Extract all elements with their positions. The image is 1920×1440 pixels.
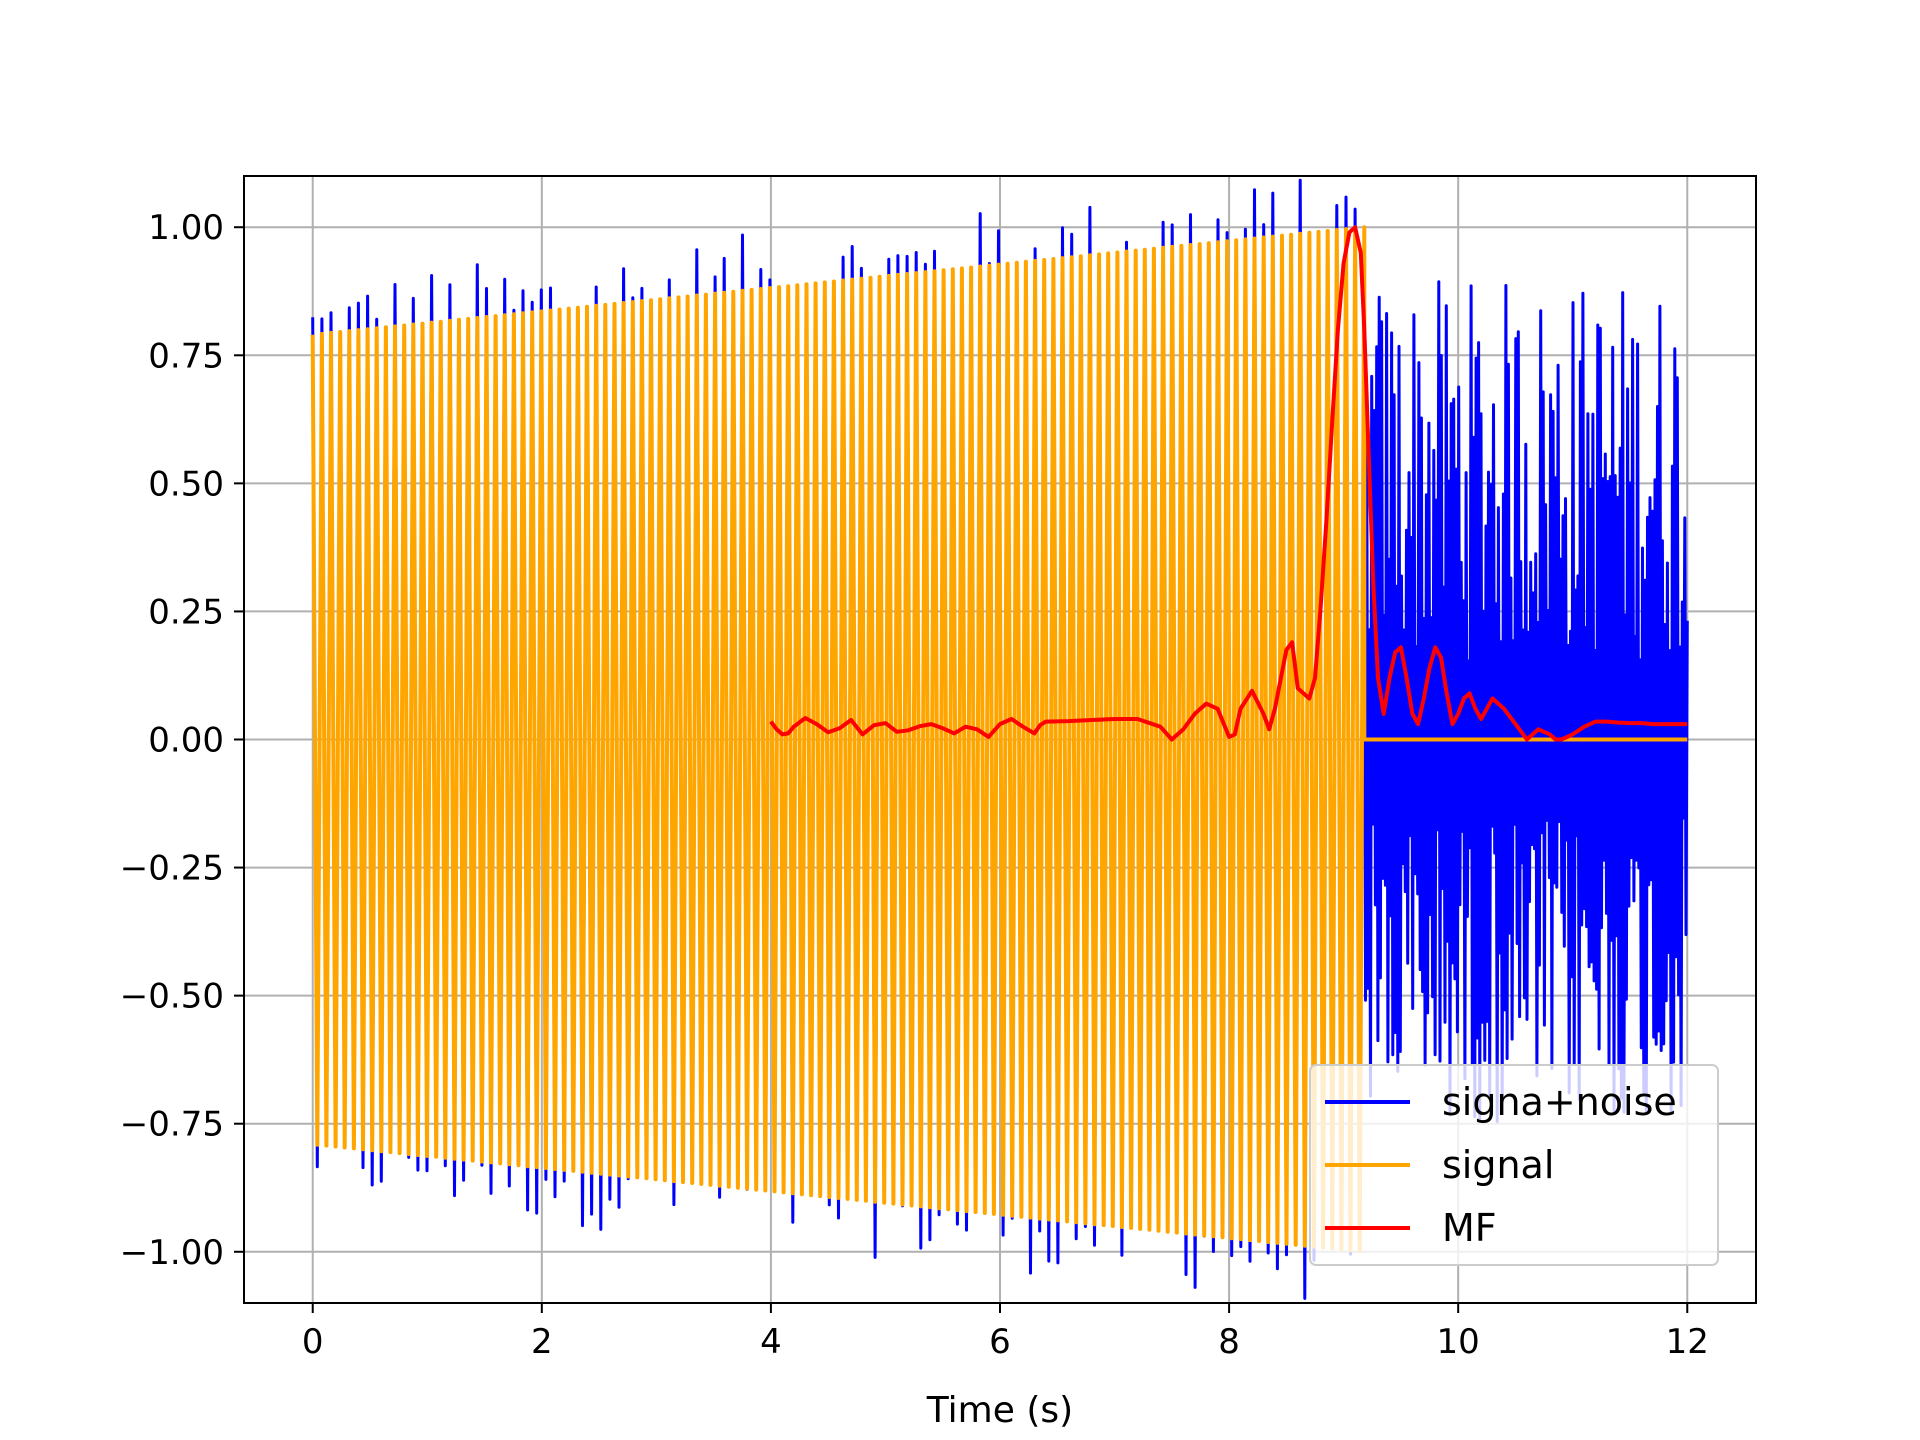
y-tick-label: 1.00 bbox=[148, 208, 224, 248]
x-tick-label: 4 bbox=[760, 1322, 782, 1362]
series-line-mf bbox=[769, 225, 1688, 742]
y-tick-label: −0.75 bbox=[120, 1105, 224, 1145]
legend-label: signa+noise bbox=[1442, 1080, 1677, 1124]
y-tick-label: 0.75 bbox=[148, 336, 224, 376]
legend-label: signal bbox=[1442, 1143, 1554, 1187]
y-tick-label: 0.00 bbox=[148, 721, 224, 761]
y-tick-label: 0.50 bbox=[148, 464, 224, 504]
y-tick-label: 0.25 bbox=[148, 592, 224, 632]
legend-box bbox=[1309, 1064, 1719, 1266]
x-axis-title: Time (s) bbox=[926, 1390, 1073, 1431]
series-line-signal bbox=[310, 225, 1688, 1254]
legend: signa+noise signal MF bbox=[1309, 1064, 1719, 1266]
x-tick-label: 8 bbox=[1218, 1322, 1240, 1362]
y-tick-label: −0.25 bbox=[120, 849, 224, 889]
y-axis: 1.00 0.75 0.50 0.25 0.00 −0.25 −0.50 −0.75 −1.00 bbox=[120, 208, 244, 1273]
series-layer bbox=[310, 178, 1689, 1300]
x-axis: 0 2 4 6 8 10 12 bbox=[302, 1303, 1709, 1362]
legend-label: MF bbox=[1442, 1206, 1497, 1250]
x-tick-label: 6 bbox=[989, 1322, 1011, 1362]
y-tick-label: −1.00 bbox=[120, 1233, 224, 1273]
y-tick-label: −0.50 bbox=[120, 977, 224, 1017]
x-tick-label: 0 bbox=[302, 1322, 324, 1362]
x-tick-label: 12 bbox=[1666, 1322, 1709, 1362]
x-tick-label: 10 bbox=[1437, 1322, 1480, 1362]
x-tick-label: 2 bbox=[531, 1322, 553, 1362]
